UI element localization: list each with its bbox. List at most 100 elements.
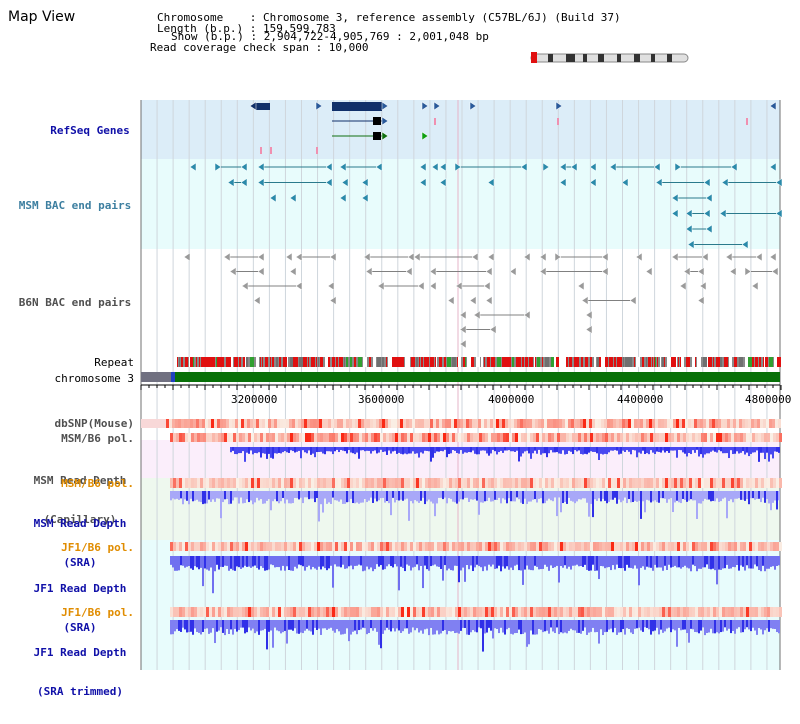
jf1-trimmed-depth-bar — [662, 620, 664, 633]
msm-capillary-track-background — [141, 440, 780, 478]
jf1-b6-pol-sra-heat-cell — [332, 542, 335, 551]
msm-b6-pol-heat-cell — [752, 433, 755, 442]
track-label-jf1-b6-pol-trimmed[interactable]: JF1/B6 pol. — [61, 606, 134, 619]
msm-capillary-depth-bar — [678, 447, 680, 450]
msm-sra-depth-bar — [590, 491, 592, 504]
msm-sra-depth-bar — [352, 491, 354, 504]
jf1-b6-pol-sra-heat-cell — [185, 542, 188, 551]
msm-b6-pol-heat-cell — [272, 433, 275, 442]
msm-b6-pol-sra-heat-cell — [212, 478, 215, 488]
jf1-sra-depth-bar — [368, 556, 370, 570]
track-label-jf1-depth-sra[interactable]: JF1 Read Depth (SRA) — [20, 556, 140, 660]
jf1-b6-pol-trimmed-heat-cell — [215, 607, 218, 617]
jf1-sra-depth-bar — [738, 556, 740, 571]
b6n-bac-end — [755, 252, 763, 262]
jf1-trimmed-depth-bar — [316, 620, 318, 631]
msm-sra-depth-bar — [616, 491, 618, 504]
msm-bac-end — [520, 162, 528, 172]
jf1-sra-depth-bar — [512, 556, 514, 571]
jf1-trimmed-depth-bar — [674, 620, 676, 631]
msm-capillary-depth-bar — [768, 447, 770, 462]
jf1-trimmed-depth-bar — [256, 620, 258, 632]
msm-b6-pol-sra-heat-cell — [200, 478, 203, 488]
jf1-sra-depth-bar — [442, 556, 444, 581]
jf1-sra-depth-bar — [562, 556, 564, 568]
msm-b6-pol-sra-heat-cell — [716, 478, 719, 488]
msm-b6-pol-heat-cell — [626, 433, 629, 442]
jf1-sra-depth-bar — [638, 556, 640, 586]
dbsnp-heat-cell — [583, 419, 586, 428]
msm-capillary-depth-bar — [738, 447, 740, 454]
jf1-b6-pol-sra-heat-cell — [683, 542, 686, 551]
msm-capillary-depth-bar — [384, 447, 386, 452]
msm-capillary-depth-bar — [330, 447, 332, 452]
jf1-b6-pol-trimmed-heat-cell — [542, 607, 545, 617]
track-label-jf1-depth-trimmed[interactable]: JF1 Read Depth (SRA trimmed) — [20, 620, 140, 724]
msm-capillary-depth-bar — [348, 447, 350, 451]
msm-capillary-depth-bar — [376, 447, 378, 454]
msm-capillary-depth-bar — [508, 447, 510, 451]
msm-bac-end — [269, 193, 277, 203]
track-label-msm-b6-pol-sra[interactable]: MSM/B6 pol. — [61, 477, 134, 490]
track-label-msm-b6-pol[interactable]: MSM/B6 pol. — [61, 432, 134, 445]
msm-capillary-depth-bar — [278, 447, 280, 453]
jf1-sra-depth-bar — [494, 556, 496, 569]
track-label-msm-depth-capillary[interactable]: MSM Read Depth (Capillary) — [20, 448, 140, 552]
jf1-trimmed-depth-bar — [384, 620, 386, 631]
msm-capillary-depth-bar — [714, 447, 716, 452]
track-label-b6n-bac[interactable]: B6N BAC end pairs — [18, 296, 132, 309]
msm-sra-depth-bar — [632, 491, 634, 503]
msm-b6-pol-sra-heat-cell — [671, 478, 674, 488]
repeat-element — [382, 357, 384, 367]
repeat-element — [373, 357, 376, 367]
jf1-b6-pol-trimmed-heat-cell — [734, 607, 737, 617]
dbsnp-heat-cell — [190, 419, 193, 428]
msm-sra-depth-bar — [354, 491, 356, 504]
track-label-jf1-b6-pol-sra[interactable]: JF1/B6 pol. — [61, 541, 134, 554]
msm-b6-pol-sra-heat-cell — [461, 478, 464, 488]
msm-sra-depth-bar — [202, 491, 204, 505]
map-view: Map View Chromosome : Chromosome 3, refe… — [0, 0, 800, 698]
jf1-sra-depth-bar — [392, 556, 394, 568]
msm-b6-pol-sra-heat-cell — [500, 478, 503, 488]
track-label-refseq-genes[interactable]: RefSeq Genes — [50, 124, 130, 137]
jf1-b6-pol-sra-heat-cell — [494, 542, 497, 551]
jf1-b6-pol-trimmed-heat-cell — [383, 607, 386, 617]
msm-b6-pol-heat-cell — [770, 433, 773, 442]
msm-capillary-depth-bar — [600, 447, 602, 454]
jf1-sra-depth-bar — [350, 556, 352, 566]
jf1-sra-depth-bar — [332, 556, 334, 588]
msm-b6-pol-heat-cell — [365, 433, 368, 442]
jf1-b6-pol-trimmed-heat-cell — [311, 607, 314, 617]
msm-sra-depth-bar — [602, 491, 604, 499]
jf1-sra-depth-bar — [498, 556, 500, 566]
jf1-sra-depth-bar — [480, 556, 482, 568]
jf1-sra-depth-bar — [620, 556, 622, 569]
jf1-trimmed-depth-bar — [770, 620, 772, 629]
jf1-b6-pol-sra-heat-cell — [545, 542, 548, 551]
jf1-b6-pol-sra-heat-cell — [479, 542, 482, 551]
jf1-b6-pol-trimmed-heat-cell — [233, 607, 236, 617]
jf1-b6-pol-trimmed-heat-cell — [506, 607, 509, 617]
track-label-dbsnp[interactable]: dbSNP(Mouse) — [54, 417, 134, 430]
msm-b6-pol-heat-cell — [434, 433, 437, 442]
b6n-bac-end — [229, 267, 237, 276]
msm-sra-depth-bar — [662, 491, 664, 499]
msm-capillary-depth-bar — [592, 447, 594, 452]
jf1-b6-pol-trimmed-heat-cell — [554, 607, 557, 617]
genome-map-graphics[interactable] — [0, 0, 800, 670]
jf1-sra-depth-bar — [604, 556, 606, 569]
b6n-bac-end — [485, 267, 493, 276]
msm-b6-pol-sra-heat-cell — [704, 478, 707, 488]
jf1-b6-pol-trimmed-heat-cell — [641, 607, 644, 617]
msm-b6-pol-sra-heat-cell — [311, 478, 314, 488]
msm-sra-depth-bar — [546, 491, 548, 501]
track-label-msm-depth-sra[interactable]: MSM Read Depth (SRA) — [20, 491, 140, 595]
msm-b6-pol-sra-heat-cell — [314, 478, 317, 488]
msm-bac-end — [769, 162, 777, 172]
jf1-trimmed-depth-bar — [380, 620, 382, 649]
track-label-msm-bac[interactable]: MSM BAC end pairs — [18, 199, 132, 212]
jf1-sra-depth-bar — [452, 556, 454, 571]
jf1-b6-pol-sra-heat-cell — [611, 542, 614, 551]
repeat-element — [748, 357, 752, 367]
